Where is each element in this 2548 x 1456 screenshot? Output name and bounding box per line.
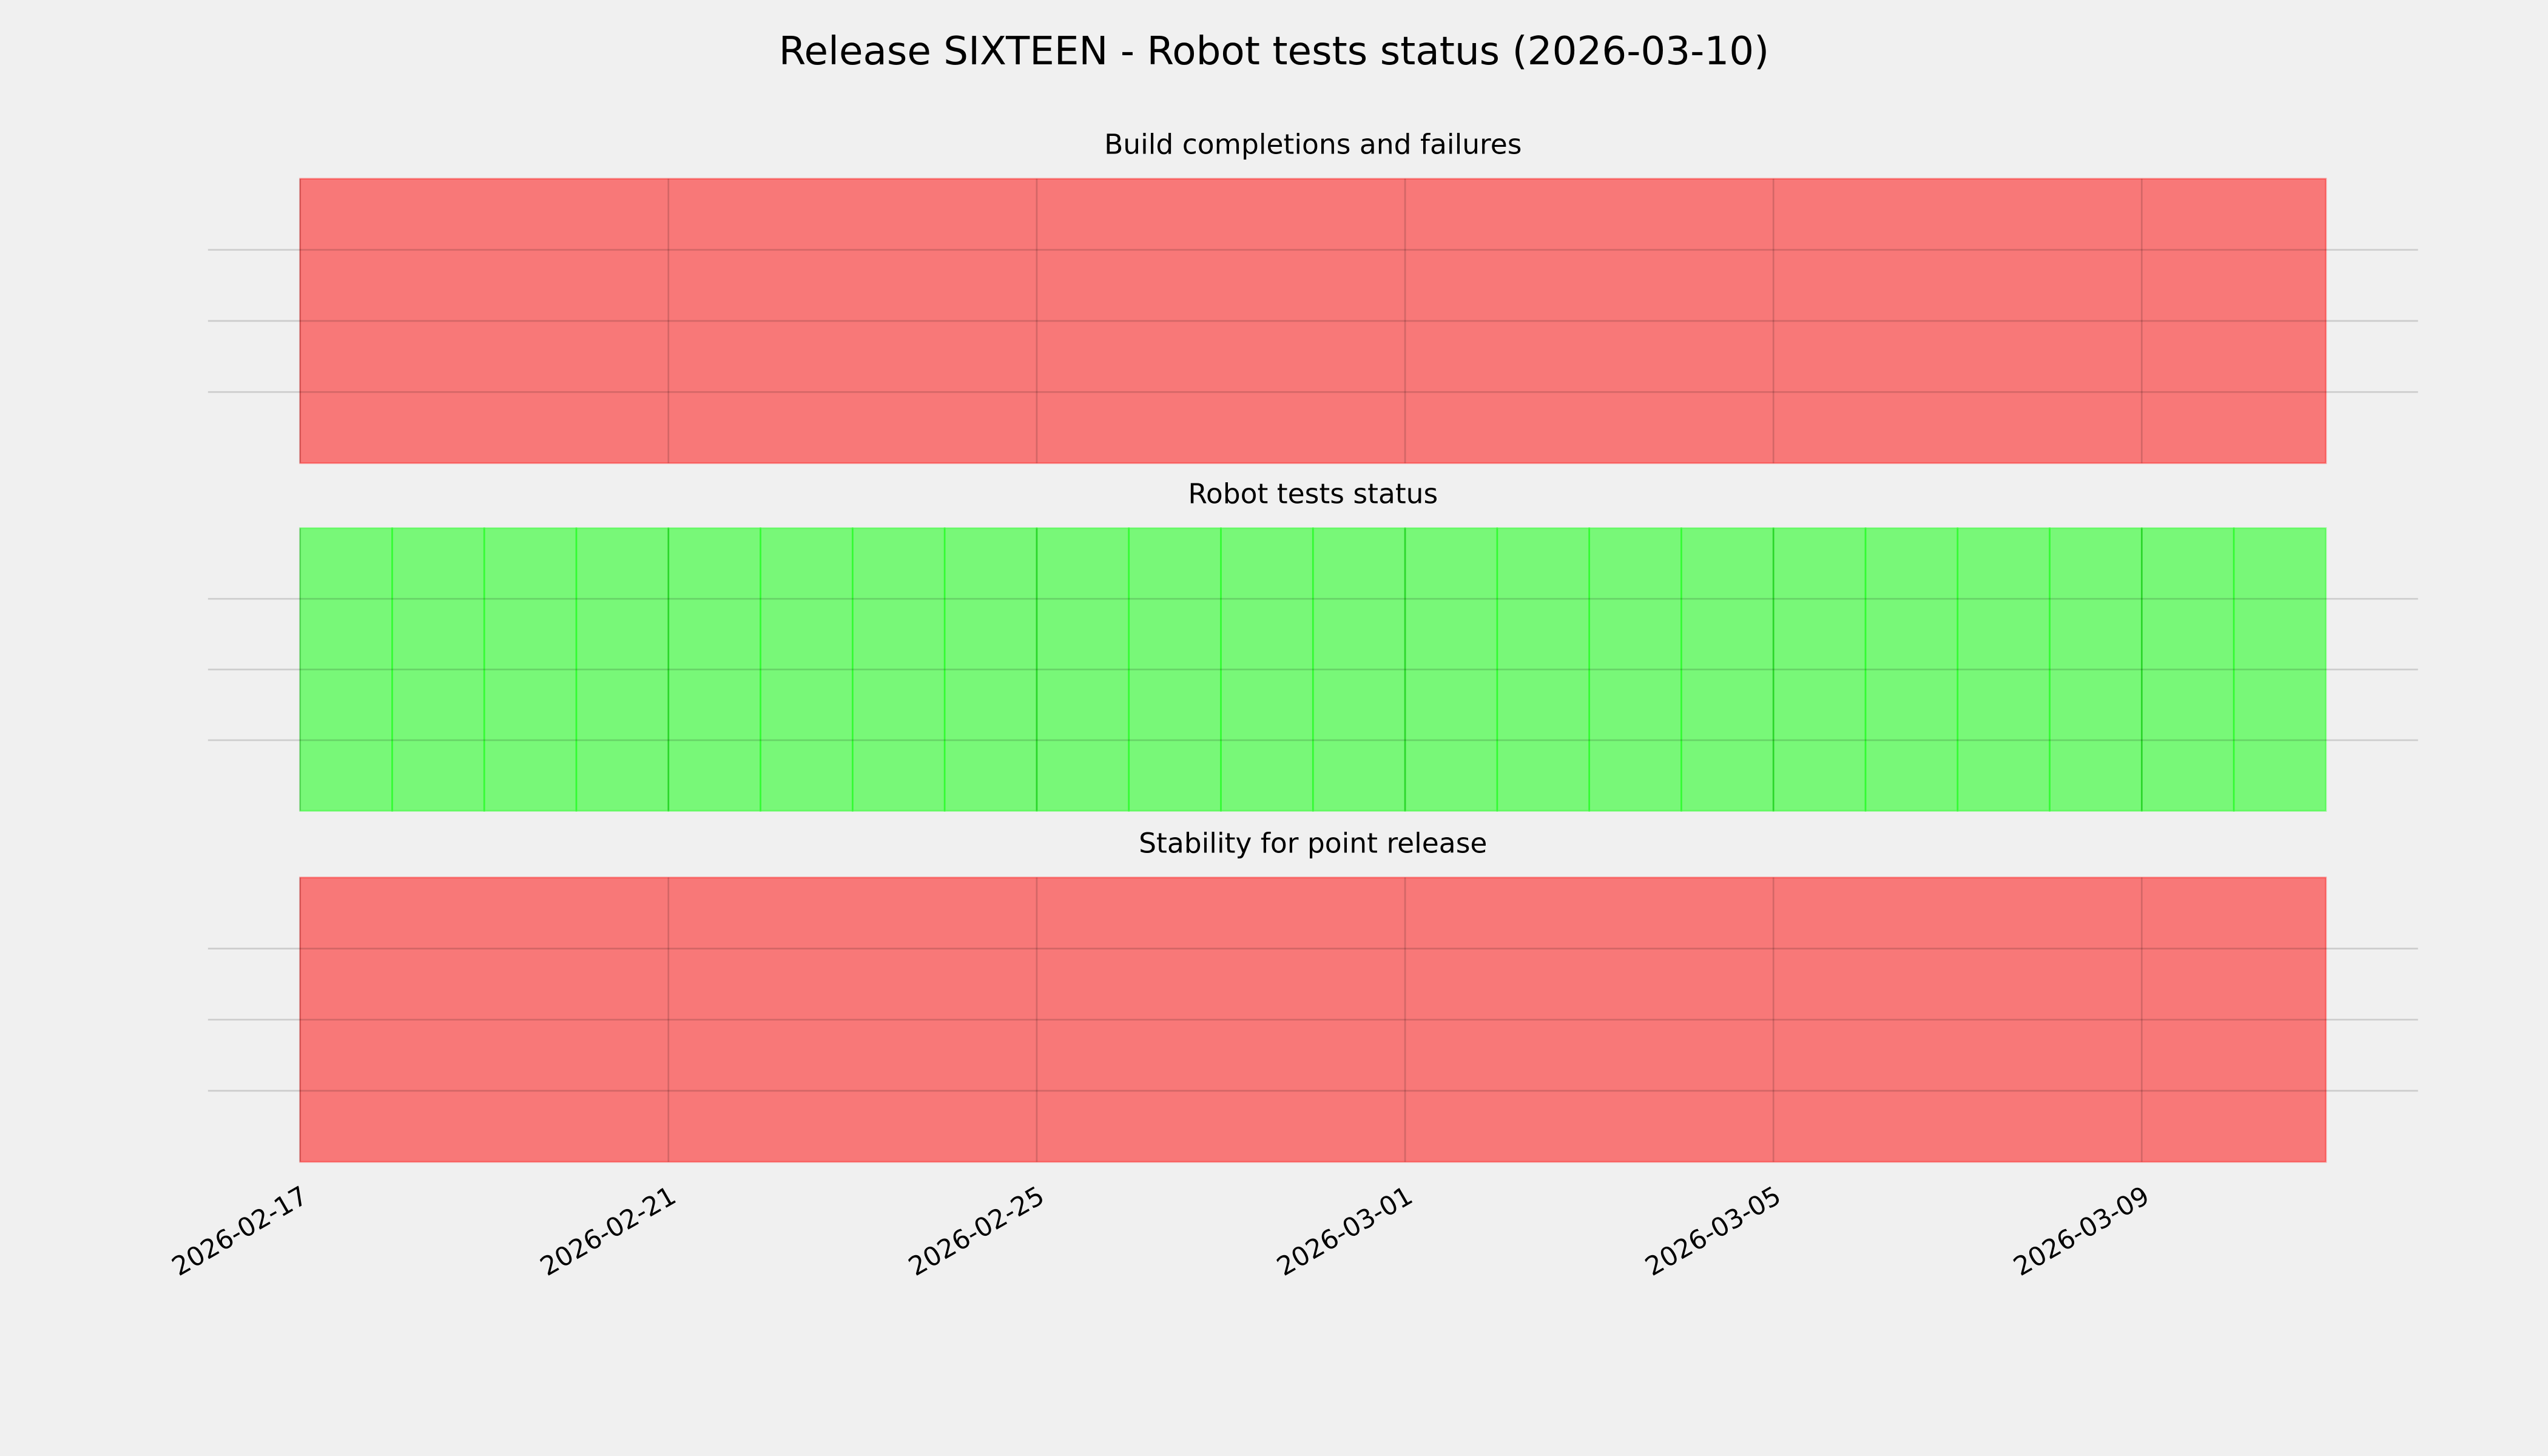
span [1588,527,1682,812]
span [299,178,2327,464]
span [1680,527,1774,812]
span [1404,527,1498,812]
span [1036,527,1130,812]
span [1128,527,1222,812]
chart-title: Release SIXTEEN - Robot tests status (20… [779,29,1769,74]
span [483,527,578,812]
span [943,527,1038,812]
subplot-title: Stability for point release [1139,827,1487,859]
span [391,527,485,812]
subplot-title: Build completions and failures [1104,129,1522,161]
span [2233,527,2327,812]
span [2049,527,2143,812]
span [760,527,854,812]
span [2141,527,2235,812]
span [575,527,670,812]
span [299,527,393,812]
span [1956,527,2051,812]
span [667,527,761,812]
span [299,877,2327,1163]
span [1220,527,1314,812]
span [1772,527,1867,812]
subplot-title: Robot tests status [1188,477,1438,510]
span [1312,527,1406,812]
span [1496,527,1590,812]
